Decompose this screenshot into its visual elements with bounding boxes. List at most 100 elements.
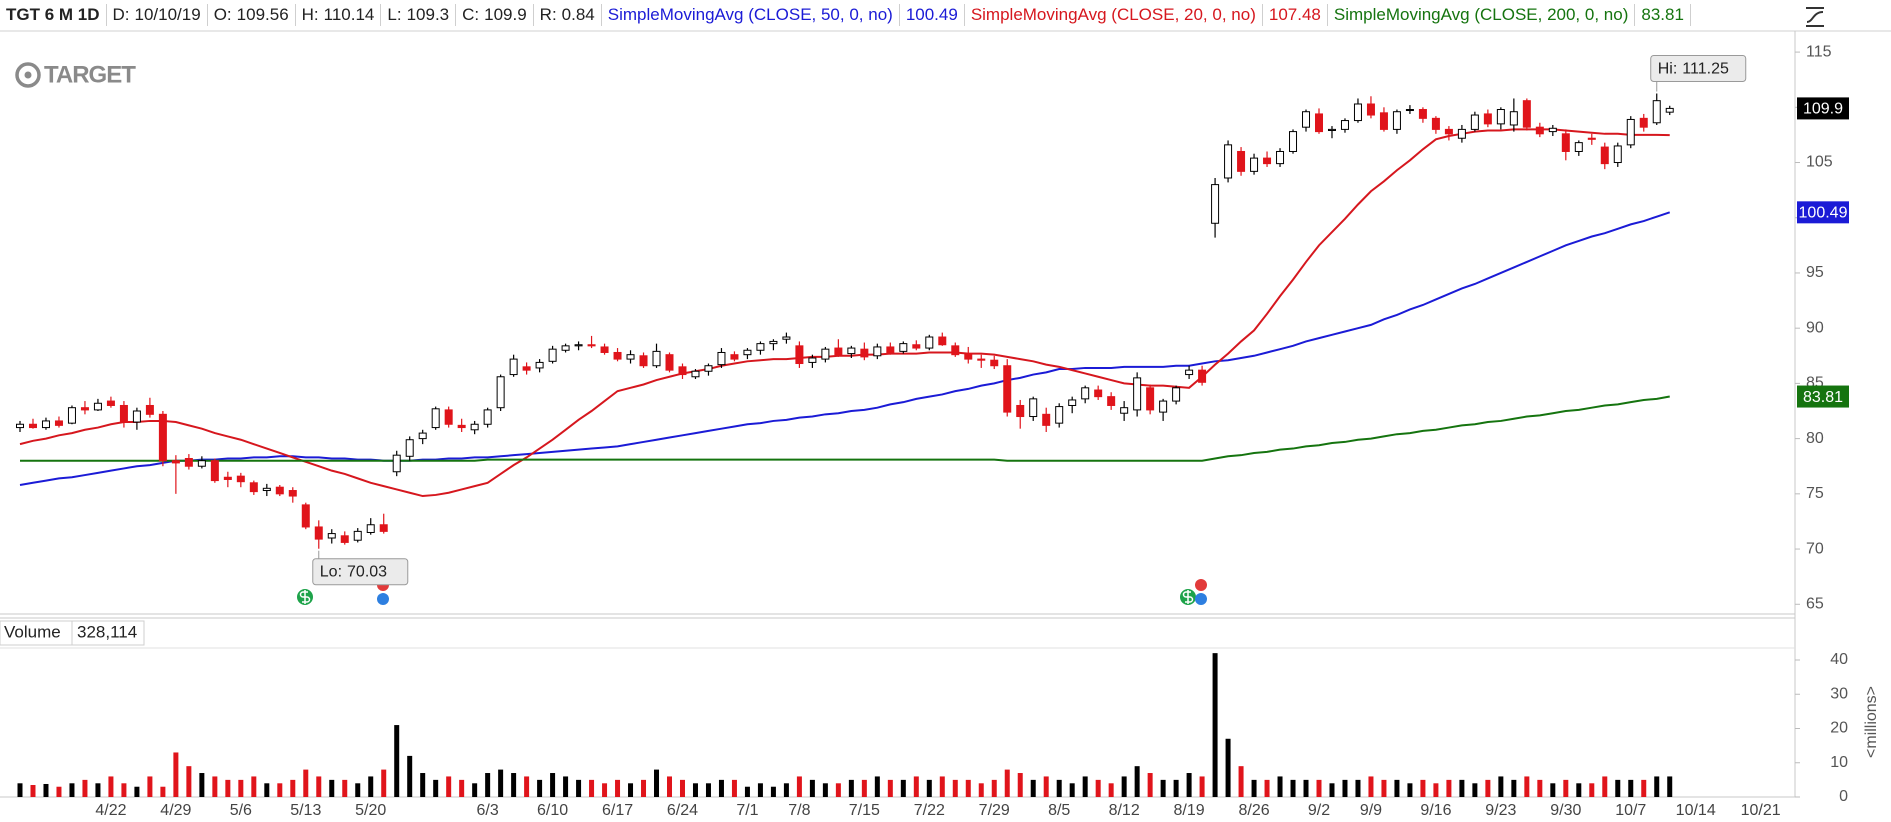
candle-body [1353,103,1362,122]
low-annotation-value: 70.03 [347,564,387,581]
x-tick-label: 6/24 [667,802,698,819]
candle-body [574,344,583,347]
y-tick-label: 95 [1806,264,1824,281]
volume-bar [355,783,361,797]
candle-body [1198,369,1207,383]
volume-bar [498,769,504,797]
volume-bar [43,783,49,797]
volume-bar [1264,779,1270,797]
legend-entry: SimpleMovingAvg (CLOSE, 20, 0, no) [970,5,1256,24]
low-annotation-text: Lo: 70.03 [320,564,387,581]
symbol: TGT 6 M 1D [6,5,100,24]
volume-bar [147,776,153,797]
volume-bar [1251,779,1257,797]
candle-body [1327,128,1336,131]
value: 110.14 [323,5,375,24]
candle-body [1405,109,1414,112]
x-tick-label: 10/7 [1615,802,1646,819]
candle-body [1509,111,1518,126]
candle-body [561,345,570,351]
volume-bar [654,769,660,797]
candle-body [418,432,427,440]
candle-body [912,344,921,349]
candle-body [1055,406,1064,424]
volume-bar [965,779,971,797]
x-tick-label: 9/30 [1550,802,1581,819]
study-value: 100.49 [900,4,965,26]
high-annotation-value: 111.25 [1682,61,1729,78]
menu-icon[interactable] [1800,2,1830,30]
x-tick-label: 4/29 [160,802,191,819]
y-tick-label: 115 [1806,43,1832,60]
x-tick-label: 5/13 [290,802,321,819]
x-tick-label: 7/8 [788,802,810,819]
volume-readout: 328,114 [77,622,137,641]
x-tick-label: 10/21 [1741,802,1781,819]
candle-body [197,460,206,467]
volume-bar [1303,779,1309,797]
volume-bar [485,773,491,797]
volume-bar [1589,783,1595,797]
volume-bar [1056,779,1062,797]
volume-bar [1576,783,1582,797]
candle-body [249,482,258,493]
x-tick-label: 7/1 [736,802,758,819]
volume-bar [1602,776,1608,797]
low-annotation-box [312,558,409,586]
x-tick-label: 7/29 [979,802,1010,819]
candle-body [535,361,544,369]
volume-bar [225,779,231,797]
volume-bar [30,785,36,797]
candle-body [1094,389,1103,398]
label: R: [539,5,557,24]
volume-bar [1615,779,1621,797]
candle-body [860,348,869,358]
y-tick-label: 105 [1806,154,1833,171]
candle-body [1315,113,1323,133]
volume-bar [1199,776,1205,797]
candle-body [847,347,856,355]
candle-body [1470,114,1479,130]
volume-bar [251,776,257,797]
volume-bar [718,779,724,797]
study-value: 107.48 [1263,4,1328,26]
candle-body [405,439,414,457]
dividend-glyph [299,590,311,604]
volume-bar [1667,776,1673,797]
price-badge [1797,385,1849,408]
volume-bar [472,783,478,797]
candle-body [457,424,466,429]
candle-body [1263,157,1272,165]
volume-bar [576,779,582,797]
volume-bar [524,776,530,797]
volume-tick-label: 0 [1839,788,1848,805]
x-tick-label: 8/5 [1048,802,1070,819]
y-tick-label: 70 [1806,540,1824,557]
volume-bar [17,783,23,797]
candle-body [600,346,609,353]
candle-body [1522,100,1531,128]
earnings-icon [1195,579,1207,591]
label: L: [387,5,402,24]
study-name: SimpleMovingAvg (CLOSE, 200, 0, no) [1328,4,1636,26]
volume-bar [1407,783,1413,797]
volume-bar [407,755,413,797]
high-annotation-box [1650,55,1747,83]
volume-bar [1472,783,1478,797]
value: 0.84 [561,5,595,24]
candle-body [132,410,141,423]
candle-body [1250,157,1259,172]
candle-body [613,351,622,360]
candle-body [1042,413,1051,426]
candle-body [977,358,986,361]
volume-bar [1147,773,1153,797]
candle-body [1626,118,1635,146]
candle-body [1107,396,1116,406]
volume-bar [1108,783,1114,797]
volume-bar [381,769,387,797]
candle-body [1496,109,1505,125]
volume-bar [1355,779,1361,797]
candle-body [353,530,362,541]
x-tick-label: 9/2 [1308,802,1330,819]
